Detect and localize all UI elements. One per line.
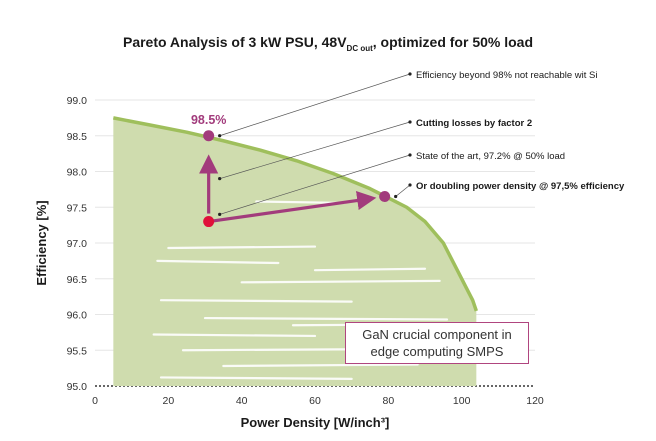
annotation-label: State of the art, 97.2% @ 50% load bbox=[416, 151, 565, 162]
x-axis-title: Power Density [W/inch³] bbox=[241, 415, 390, 430]
point-gan-density bbox=[379, 191, 391, 203]
improvement-arrow bbox=[208, 190, 377, 224]
annotation-label: Cutting losses by factor 2 bbox=[416, 118, 532, 129]
area-texture-streak bbox=[159, 299, 353, 303]
annotation-end-dot bbox=[408, 120, 412, 124]
y-tick-label: 98.5 bbox=[67, 131, 88, 143]
point-state-of-the-art bbox=[203, 216, 215, 228]
gan-callout-box: GaN crucial component in edge computing … bbox=[345, 322, 529, 364]
y-tick-label: 96.5 bbox=[67, 274, 88, 286]
area-texture-streak bbox=[159, 376, 353, 380]
area-texture-streak bbox=[156, 259, 280, 265]
chart-title: Pareto Analysis of 3 kW PSU, 48VDC out, … bbox=[122, 34, 534, 53]
annotation-anchor-dot bbox=[218, 177, 222, 181]
area-texture-streak bbox=[240, 279, 441, 284]
annotation-label: Efficiency beyond 98% not reachable wit … bbox=[416, 70, 598, 81]
annotation-leader-line bbox=[219, 121, 411, 179]
x-tick-label: 40 bbox=[236, 395, 248, 407]
area-texture-streak bbox=[203, 316, 449, 321]
y-tick-label: 96.0 bbox=[67, 310, 88, 322]
annotation-leader-line bbox=[219, 73, 411, 137]
area-texture-streak bbox=[167, 245, 317, 250]
y-tick-label: 97.5 bbox=[67, 202, 88, 214]
annotation-end-dot bbox=[408, 72, 412, 76]
x-tick-label: 80 bbox=[382, 395, 394, 407]
y-tick-label: 95.5 bbox=[67, 345, 88, 357]
annotation-leader-line bbox=[395, 184, 411, 197]
annotation-end-dot bbox=[408, 153, 412, 157]
x-tick-label: 0 bbox=[92, 395, 98, 407]
annotation-anchor-dot bbox=[218, 212, 222, 216]
y-tick-label: 95.0 bbox=[67, 381, 88, 393]
point-value-label: 98.5% bbox=[191, 113, 226, 127]
x-tick-label: 60 bbox=[309, 395, 321, 407]
x-tick-label: 120 bbox=[526, 395, 544, 407]
area-texture-streak bbox=[152, 333, 317, 338]
area-texture-streak bbox=[222, 363, 419, 368]
point-gan-efficiency bbox=[203, 130, 215, 142]
annotation-anchor-dot bbox=[218, 134, 222, 138]
y-axis-title: Efficiency [%] bbox=[34, 200, 49, 285]
x-tick-label: 100 bbox=[453, 395, 471, 407]
annotation-anchor-dot bbox=[394, 194, 398, 199]
annotation-end-dot bbox=[408, 183, 412, 187]
area-texture-streak bbox=[313, 267, 427, 272]
y-tick-label: 99.0 bbox=[67, 95, 88, 107]
annotation-label: Or doubling power density @ 97,5% effici… bbox=[416, 181, 625, 192]
y-tick-label: 98.0 bbox=[67, 167, 88, 179]
y-tick-label: 97.0 bbox=[67, 238, 88, 250]
area-texture-streak bbox=[255, 200, 346, 205]
annotation-leader-line bbox=[219, 154, 411, 215]
x-tick-label: 20 bbox=[162, 395, 174, 407]
